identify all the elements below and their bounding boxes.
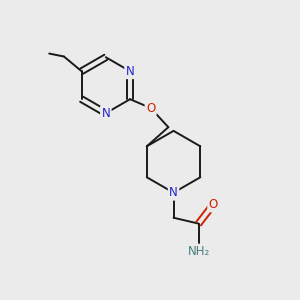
Text: O: O — [209, 198, 218, 211]
Text: N: N — [126, 65, 134, 78]
Text: NH₂: NH₂ — [188, 245, 210, 258]
Text: N: N — [101, 107, 110, 120]
Text: O: O — [146, 101, 155, 115]
Text: N: N — [169, 186, 178, 199]
